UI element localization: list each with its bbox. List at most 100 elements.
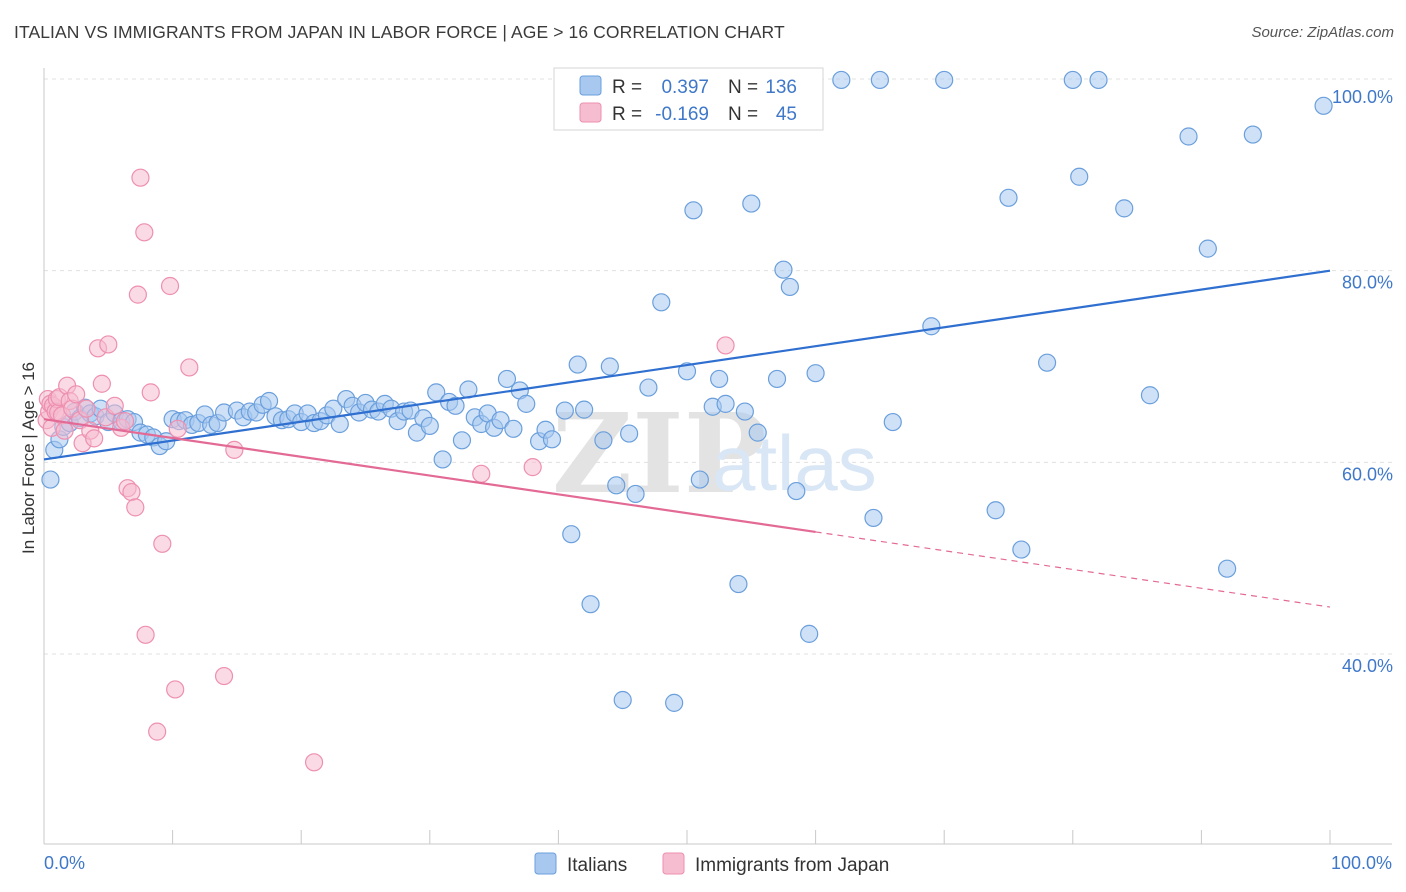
point [504, 419, 523, 438]
point [742, 194, 761, 213]
point [690, 470, 709, 489]
point [67, 385, 86, 404]
point [870, 70, 890, 90]
point [122, 482, 141, 502]
point [214, 666, 234, 686]
point [77, 399, 96, 418]
point [1012, 540, 1031, 559]
point [420, 416, 439, 436]
point [684, 201, 703, 220]
point [575, 400, 594, 419]
point [832, 70, 851, 90]
point [141, 383, 160, 402]
legend-n-value-japan: 45 [776, 104, 797, 125]
point [55, 421, 74, 440]
point [1037, 353, 1057, 372]
point [497, 369, 517, 389]
point [787, 481, 806, 501]
point [1070, 167, 1089, 186]
y-tick-labels: 40.0% 60.0% 80.0% 100.0% [1332, 87, 1393, 676]
point [85, 429, 104, 448]
point [148, 722, 167, 741]
point [935, 70, 954, 90]
point [41, 470, 60, 489]
point [180, 358, 199, 377]
point [607, 476, 626, 495]
point [1063, 70, 1082, 90]
legend-n-value-italians: 136 [765, 77, 797, 98]
bottom-legend-label-italians: Italians [567, 855, 627, 876]
point [131, 168, 150, 187]
point [128, 285, 147, 304]
legend-r-value-italians: 0.397 [661, 77, 709, 98]
legend-r-label-italians: R = [612, 77, 642, 98]
point [136, 625, 155, 644]
point [555, 401, 574, 420]
point [433, 450, 452, 469]
legend-n-label-japan: N = [728, 104, 758, 125]
bottom-legend-swatch-italians [534, 852, 557, 875]
point [716, 336, 735, 355]
point [1179, 127, 1198, 146]
point [446, 396, 465, 415]
point [115, 412, 135, 431]
legend-r-label-japan: R = [612, 104, 642, 125]
bottom-legend-label-japan: Immigrants from Japan [695, 855, 889, 876]
point [542, 430, 562, 449]
point [729, 574, 748, 594]
point [600, 357, 619, 376]
point [160, 276, 180, 296]
point [259, 391, 279, 411]
trend-line-italians [43, 269, 1331, 461]
point [568, 355, 587, 374]
point [780, 277, 799, 297]
point [562, 525, 581, 544]
point [806, 364, 825, 383]
point [330, 414, 349, 434]
legend-swatch-japan [579, 102, 602, 123]
point [999, 188, 1018, 207]
point [517, 394, 536, 413]
x-tick-label-max: 100.0% [1331, 853, 1392, 873]
trend-line-japan-extension [815, 531, 1331, 608]
y-tick-label-80: 80.0% [1342, 273, 1393, 293]
point [99, 335, 118, 354]
point [1089, 70, 1108, 90]
point [735, 402, 754, 421]
point [883, 412, 902, 432]
point [1243, 125, 1262, 144]
axes [43, 68, 1392, 845]
point [594, 431, 613, 450]
point [523, 458, 542, 477]
point [748, 423, 767, 442]
point [710, 369, 729, 389]
trend-line-japan [43, 418, 816, 533]
series-immigrants-from-japan [37, 168, 735, 772]
legend: R = 0.397 N = 136 R = -0.169 N = 45 [553, 67, 824, 131]
point [452, 431, 472, 450]
point [304, 753, 324, 772]
bottom-legend-swatch-japan [662, 852, 685, 875]
grid [44, 78, 1392, 655]
point [1314, 96, 1333, 115]
chart-source: Source: ZipAtlas.com [1251, 24, 1394, 41]
point [1198, 239, 1217, 258]
y-axis-label: In Labor Force | Age > 16 [19, 362, 38, 554]
point [767, 369, 787, 389]
bottom-legend: Italians Immigrants from Japan [534, 852, 889, 876]
trend-lines [43, 269, 1331, 608]
series-italians [41, 70, 1333, 712]
point [472, 464, 491, 483]
point [639, 378, 658, 397]
point [1218, 559, 1237, 578]
point [800, 624, 819, 643]
point [1140, 386, 1160, 405]
point [1115, 199, 1134, 218]
point [92, 374, 111, 393]
point [105, 396, 124, 415]
point [581, 595, 600, 614]
point [126, 498, 145, 517]
legend-n-label-italians: N = [728, 77, 758, 98]
point [626, 484, 645, 504]
legend-swatch-italians [579, 75, 602, 96]
